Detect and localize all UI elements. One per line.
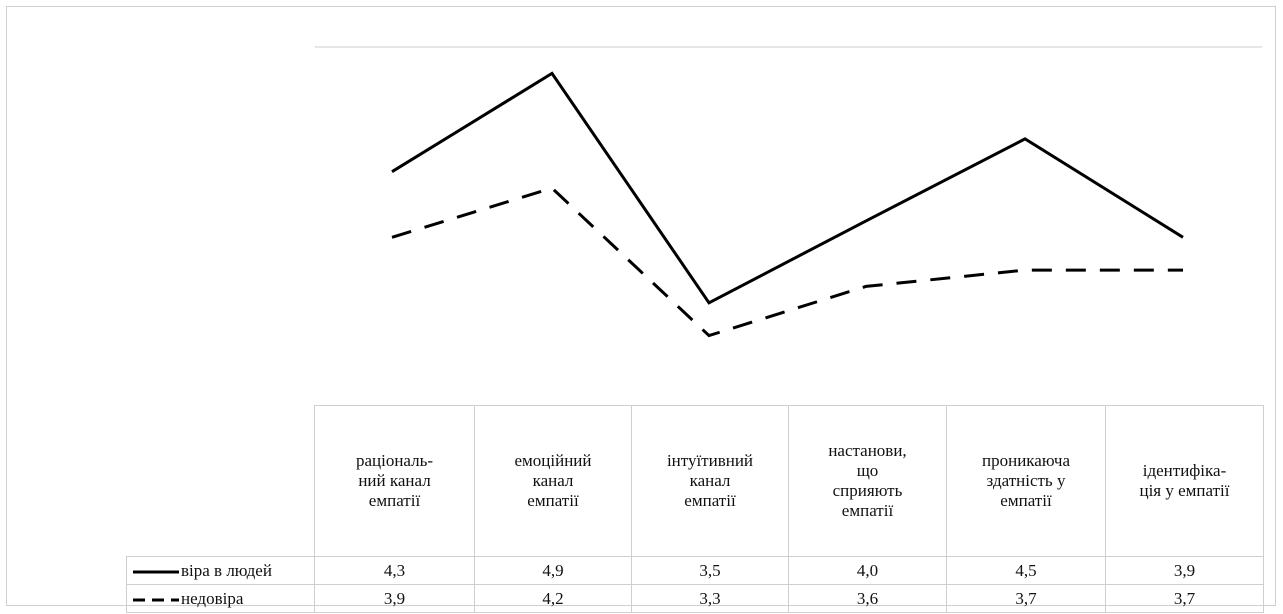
data-label-s1-0: 3,9 (314, 584, 475, 613)
data-label-s1-5: 3,7 (1105, 584, 1264, 613)
category-header-4: проникаюча здатність у емпатії (946, 405, 1106, 557)
series-line-0 (391, 71, 1184, 305)
data-label-s0-3: 4,0 (788, 556, 947, 585)
data-label-s1-3: 3,6 (788, 584, 947, 613)
legend-label: віра в людей (181, 560, 272, 580)
data-label-s0-1: 4,9 (474, 556, 632, 585)
data-label-s1-4: 3,7 (946, 584, 1106, 613)
series-line-1 (391, 186, 1183, 338)
legend-line-key-icon (133, 570, 179, 574)
category-header-5: ідентифіка-ція у емпатії (1105, 405, 1264, 557)
data-label-s0-2: 3,5 (631, 556, 789, 585)
data-label-s1-2: 3,3 (631, 584, 789, 613)
data-label-s0-5: 3,9 (1105, 556, 1264, 585)
category-header-1: емоційний канал емпатії (474, 405, 632, 557)
category-header-3: настанови, що сприяють емпатії (788, 405, 947, 557)
legend-entry-0: віра в людей (126, 556, 315, 585)
category-header-0: раціональ-ний канал емпатії (314, 405, 475, 557)
chart-data-table: раціональ-ний канал емпатії емоційний канал… (126, 405, 1264, 613)
table-row: віра в людей 4,3 4,9 3,5 4,0 4,5 3,9 (126, 556, 1264, 585)
table-row: недовіра 3,9 4,2 3,3 3,6 3,7 3,7 (126, 584, 1264, 613)
data-label-s1-1: 4,2 (474, 584, 632, 613)
category-header-2: інтуїтивний канал емпатії (631, 405, 789, 557)
data-label-s0-0: 4,3 (314, 556, 475, 585)
legend-line-key-icon (133, 598, 179, 602)
data-label-s0-4: 4,5 (946, 556, 1106, 585)
legend-entry-1: недовіра (126, 584, 315, 613)
table-corner (126, 405, 315, 557)
legend-label: недовіра (181, 588, 244, 608)
